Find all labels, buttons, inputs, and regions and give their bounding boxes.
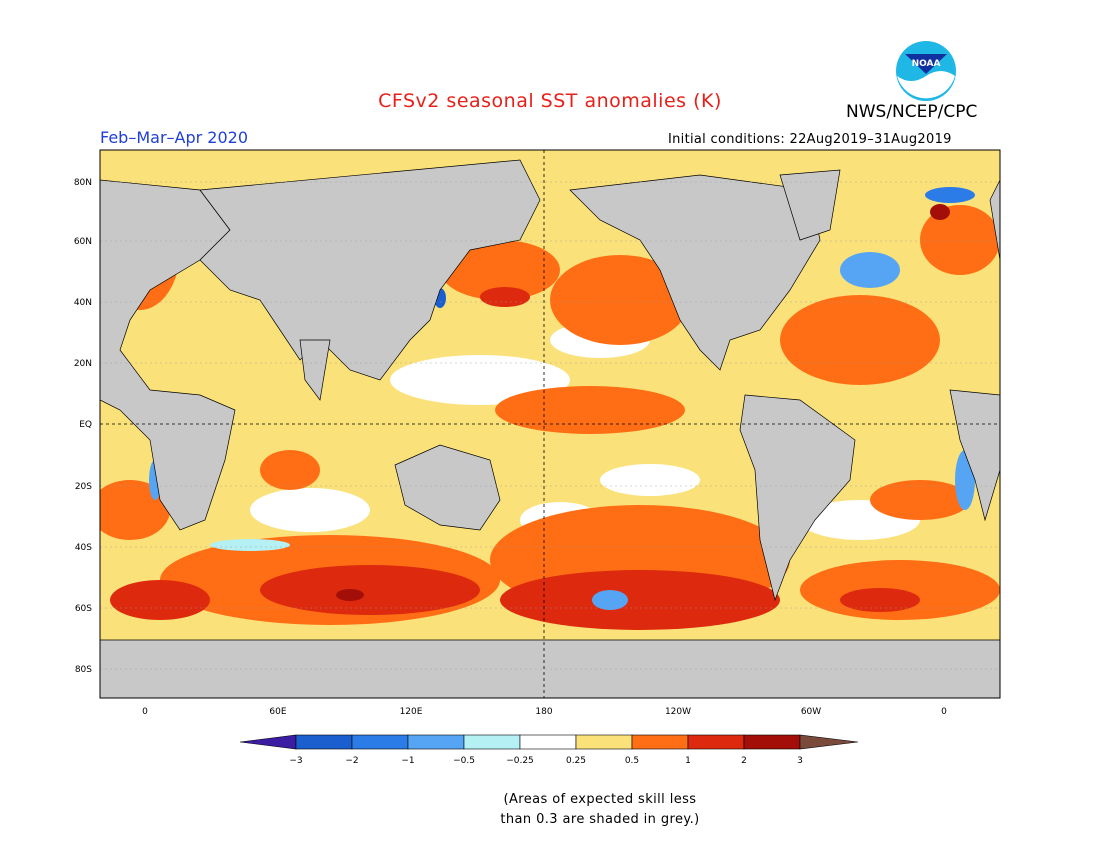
chart-title: CFSv2 seasonal SST anomalies (K) [378, 90, 722, 112]
colorbar-bin [575, 734, 633, 750]
positive-anomaly-2k [110, 287, 920, 630]
lat-label: 20N [74, 359, 92, 369]
colorbar-bin [687, 734, 745, 750]
noaa-logo: NOAA [896, 41, 956, 101]
colorbar-tick-label: 3 [797, 756, 803, 766]
lat-label: 80S [75, 665, 92, 675]
skill-note-line-1: (Areas of expected skill less [503, 792, 697, 807]
colorbar-tick-label: 2 [741, 756, 747, 766]
africa-wrap [949, 389, 1000, 522]
lon-label: 120E [400, 707, 423, 717]
map-grid [100, 181, 1000, 670]
lat-label: 80N [74, 178, 92, 188]
colorbar-bin [295, 734, 353, 750]
colorbar-bin [351, 734, 409, 750]
asia [199, 159, 541, 381]
colorbar-tick-label: −0.5 [453, 756, 475, 766]
colorbar-tick-label: 0.5 [625, 756, 639, 766]
land-masses [100, 159, 1000, 698]
colorbar-bin [631, 734, 689, 750]
colorbar-tick-label: −3 [289, 756, 302, 766]
colorbar-bin [519, 734, 577, 750]
lat-label: 40S [75, 543, 92, 553]
lat-label: 40N [74, 298, 92, 308]
india [299, 339, 331, 401]
colorbar-tick-label: −2 [345, 756, 358, 766]
colorbar-max-arrow [799, 734, 859, 750]
forecast-period: Feb–Mar–Apr 2020 [100, 128, 248, 147]
colorbar-tick-label: −1 [401, 756, 414, 766]
lon-label: 120W [665, 707, 691, 717]
map-frame [99, 149, 1001, 699]
colorbar-bin [407, 734, 465, 750]
lat-label: 20S [75, 482, 92, 492]
colorbar-bin [743, 734, 801, 750]
colorbar-tick-label: 0.25 [566, 756, 586, 766]
colorbar: −3 −2 −1 −0.5 −0.25 0.25 0.5 1 2 3 [239, 734, 859, 766]
agency-label: NWS/NCEP/CPC [846, 102, 978, 122]
colorbar-bin [463, 734, 521, 750]
lon-label: 0 [941, 707, 947, 717]
colorbar-tick-label: 1 [685, 756, 691, 766]
skill-note: (Areas of expected skill less than 0.3 a… [470, 790, 730, 830]
lon-label: 60E [269, 707, 286, 717]
colorbar-min-arrow [239, 734, 297, 750]
lon-label: 180 [535, 707, 552, 717]
lat-label: 60S [75, 604, 92, 614]
lon-label: 60W [801, 707, 821, 717]
greenland [779, 169, 841, 241]
colorbar-tick-label: −0.25 [506, 756, 534, 766]
map-plot-area [100, 150, 1000, 698]
australia [394, 444, 501, 531]
lat-label: EQ [79, 420, 92, 430]
south-america [739, 394, 856, 602]
skill-note-line-2: than 0.3 are shaded in grey.) [500, 812, 700, 827]
logo-text: NOAA [912, 59, 941, 69]
lat-label: 60N [74, 237, 92, 247]
lat-axis: 80N 60N 40N 20N EQ 20S 40S 60S 80S [74, 178, 92, 675]
initial-conditions: Initial conditions: 22Aug2019–31Aug2019 [668, 132, 952, 147]
europe-east-edge [989, 179, 1000, 261]
lon-axis: 0 60E 120E 180 120W 60W 0 [142, 707, 947, 717]
lon-label: 0 [142, 707, 148, 717]
